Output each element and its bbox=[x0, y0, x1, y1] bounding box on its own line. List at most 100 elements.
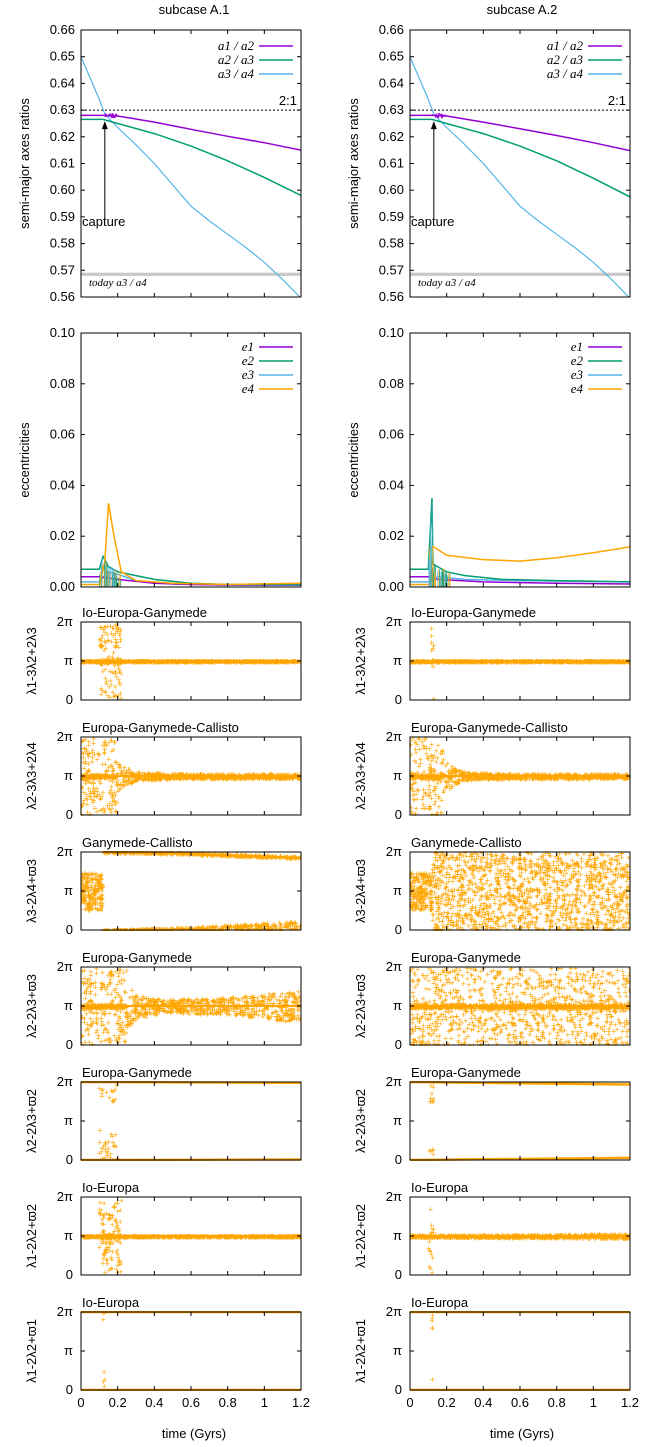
data-point: + bbox=[454, 779, 460, 787]
data-point: + bbox=[584, 658, 590, 666]
data-point: + bbox=[429, 632, 435, 640]
data-point: + bbox=[511, 658, 517, 666]
data-point: + bbox=[256, 773, 262, 781]
y-tick-label: π bbox=[393, 653, 402, 668]
data-point: + bbox=[611, 775, 617, 783]
data-point: + bbox=[149, 774, 155, 782]
data-point: + bbox=[156, 659, 162, 667]
data-point: + bbox=[91, 784, 97, 792]
data-point: + bbox=[146, 777, 152, 785]
data-point: + bbox=[182, 773, 188, 781]
data-point: + bbox=[95, 659, 101, 667]
data-point: + bbox=[229, 771, 235, 779]
data-point: + bbox=[164, 775, 170, 783]
data-point: + bbox=[294, 775, 300, 783]
data-point: + bbox=[149, 658, 155, 666]
x-axis-label-right: time (Gyrs) bbox=[490, 1426, 554, 1441]
y-tick-label: 0 bbox=[66, 692, 73, 707]
data-point: + bbox=[91, 659, 97, 667]
data-point: + bbox=[144, 776, 150, 784]
data-point: + bbox=[553, 771, 559, 779]
data-point: + bbox=[103, 680, 109, 688]
data-point: + bbox=[93, 888, 99, 896]
data-point: + bbox=[589, 658, 595, 666]
data-point: + bbox=[419, 738, 425, 746]
wiggle-point bbox=[107, 114, 110, 117]
data-point: + bbox=[486, 774, 492, 782]
data-point: + bbox=[570, 773, 576, 781]
data-point: + bbox=[533, 771, 539, 779]
data-point: + bbox=[104, 659, 110, 667]
data-point: + bbox=[179, 771, 185, 779]
data-point: + bbox=[536, 774, 542, 782]
data-point: + bbox=[618, 658, 624, 666]
data-point: + bbox=[620, 773, 626, 781]
data-point: + bbox=[234, 658, 240, 666]
data-point: + bbox=[457, 776, 463, 784]
data-point: + bbox=[185, 658, 191, 666]
data-point: + bbox=[156, 659, 162, 667]
data-point: + bbox=[210, 658, 216, 666]
data-point: + bbox=[116, 625, 122, 633]
data-point: + bbox=[561, 658, 567, 666]
data-point: + bbox=[491, 775, 497, 783]
data-point: + bbox=[84, 773, 90, 781]
data-point: + bbox=[258, 658, 264, 666]
data-point: + bbox=[111, 649, 117, 657]
data-point: + bbox=[599, 775, 605, 783]
y-tick-label: 0 bbox=[395, 692, 402, 707]
data-point: + bbox=[106, 739, 112, 747]
data-point: + bbox=[82, 758, 88, 766]
data-point: + bbox=[98, 641, 104, 649]
data-point: + bbox=[582, 774, 588, 782]
data-point: + bbox=[93, 774, 99, 782]
data-point: + bbox=[94, 793, 100, 801]
data-point: + bbox=[192, 775, 198, 783]
data-point: + bbox=[434, 774, 440, 782]
data-point: + bbox=[415, 774, 421, 782]
data-point: + bbox=[504, 774, 510, 782]
data-point: + bbox=[594, 658, 600, 666]
data-point: + bbox=[455, 779, 461, 787]
data-point: + bbox=[627, 775, 633, 783]
data-point: + bbox=[139, 774, 145, 782]
y-tick-label: 0.10 bbox=[50, 325, 75, 340]
data-point: + bbox=[246, 773, 252, 781]
data-point: + bbox=[427, 761, 433, 769]
data-point: + bbox=[461, 658, 467, 666]
data-point: + bbox=[79, 774, 85, 782]
data-point: + bbox=[95, 788, 101, 796]
data-point: + bbox=[98, 641, 104, 649]
data-point: + bbox=[179, 658, 185, 666]
data-point: + bbox=[426, 658, 432, 666]
data-point: + bbox=[423, 805, 429, 813]
data-point: + bbox=[82, 869, 88, 877]
data-point: + bbox=[429, 757, 435, 765]
data-point: + bbox=[160, 658, 166, 666]
data-point: + bbox=[87, 905, 93, 913]
data-point: + bbox=[500, 771, 506, 779]
data-point: + bbox=[575, 658, 581, 666]
data-point: + bbox=[136, 659, 142, 667]
data-point: + bbox=[456, 776, 462, 784]
data-point: + bbox=[275, 774, 281, 782]
data-point: + bbox=[531, 774, 537, 782]
data-point: + bbox=[488, 658, 494, 666]
data-point: + bbox=[105, 660, 111, 668]
data-point: + bbox=[475, 774, 481, 782]
data-point: + bbox=[282, 775, 288, 783]
data-point: + bbox=[97, 873, 103, 881]
data-point: + bbox=[587, 658, 593, 666]
data-point: + bbox=[146, 775, 152, 783]
data-point: + bbox=[118, 658, 124, 666]
data-point: + bbox=[563, 774, 569, 782]
data-point: + bbox=[473, 777, 479, 785]
data-point: + bbox=[229, 774, 235, 782]
wiggle-point bbox=[115, 113, 118, 116]
data-point: + bbox=[421, 768, 427, 776]
data-point: + bbox=[261, 773, 267, 781]
data-point: + bbox=[547, 774, 553, 782]
data-point: + bbox=[282, 658, 288, 666]
data-point: + bbox=[566, 659, 572, 667]
y-tick-label: 0.08 bbox=[379, 376, 404, 391]
